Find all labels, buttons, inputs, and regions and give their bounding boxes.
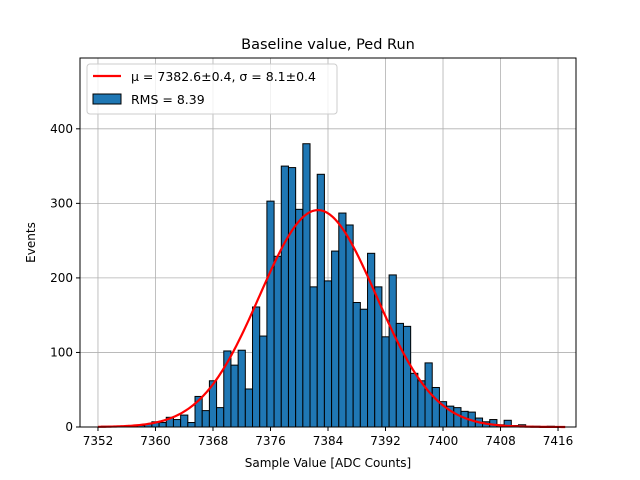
histogram-bar xyxy=(352,302,361,428)
histogram-bar xyxy=(395,322,404,428)
legend-histogram-swatch xyxy=(92,93,122,105)
y-axis-label: Events xyxy=(24,222,38,263)
legend-histogram-label: RMS = 8.39 xyxy=(131,92,205,107)
x-tick-label: 7392 xyxy=(370,434,401,448)
histogram-bar xyxy=(172,419,182,428)
histogram-bar xyxy=(201,410,210,428)
y-tick-label: 100 xyxy=(50,345,73,359)
x-tick-label: 7376 xyxy=(255,434,286,448)
histogram-bar xyxy=(266,200,275,428)
gaussian-fit-line xyxy=(97,208,566,429)
histogram-bar xyxy=(431,386,440,428)
histogram-bar xyxy=(287,167,297,428)
legend: μ = 7382.6±0.4, σ = 8.1±0.4 RMS = 8.39 xyxy=(86,63,338,115)
histogram-bar xyxy=(259,335,268,428)
gaussian-fit-layer xyxy=(97,208,566,429)
histogram-bar xyxy=(359,308,369,428)
histogram-bar xyxy=(323,280,333,428)
x-axis-label: Sample Value [ADC Counts] xyxy=(245,456,411,470)
histogram-bar xyxy=(158,422,167,428)
histogram-bar xyxy=(280,165,289,428)
histogram-bar xyxy=(216,407,225,428)
histogram-bar xyxy=(402,325,412,428)
histogram-bar xyxy=(302,143,311,428)
histogram-bar xyxy=(273,255,282,428)
y-axis-ticks: 0 100 200 300 400 xyxy=(50,122,80,434)
histogram-bar xyxy=(187,422,196,428)
x-tick-label: 7400 xyxy=(428,434,459,448)
histogram-bar xyxy=(316,173,325,428)
y-tick-label: 300 xyxy=(50,196,73,210)
x-tick-label: 7360 xyxy=(140,434,171,448)
histogram-bar xyxy=(417,380,426,428)
histogram-bar xyxy=(381,336,390,428)
histogram-bar xyxy=(388,274,397,428)
x-tick-label: 7416 xyxy=(543,434,574,448)
x-tick-label: 7408 xyxy=(485,434,516,448)
histogram-bar xyxy=(295,208,304,428)
histogram-bar xyxy=(345,224,354,428)
histogram-bar xyxy=(338,212,347,428)
x-tick-label: 7352 xyxy=(83,434,114,448)
x-tick-label: 7384 xyxy=(313,434,344,448)
histogram-bar xyxy=(252,306,261,428)
histogram-bar xyxy=(180,414,189,428)
histogram-bar xyxy=(331,250,340,428)
histogram-bar xyxy=(309,286,318,428)
histogram-bar xyxy=(244,388,254,428)
histogram-bar xyxy=(453,407,462,428)
x-tick-label: 7368 xyxy=(198,434,229,448)
y-tick-label: 200 xyxy=(50,271,73,285)
legend-box xyxy=(86,63,338,115)
histogram-bar xyxy=(410,372,419,428)
y-tick-label: 400 xyxy=(50,122,73,136)
y-tick-label: 0 xyxy=(65,420,73,434)
histogram-bar xyxy=(230,364,239,428)
histogram-bar xyxy=(237,349,246,428)
x-axis-ticks: 7352 7360 7368 7376 7384 7392 7400 7408 7416 xyxy=(83,427,574,448)
chart-title: Baseline value, Ped Run xyxy=(241,37,415,53)
legend-fit-label: μ = 7382.6±0.4, σ = 8.1±0.4 xyxy=(131,69,316,84)
